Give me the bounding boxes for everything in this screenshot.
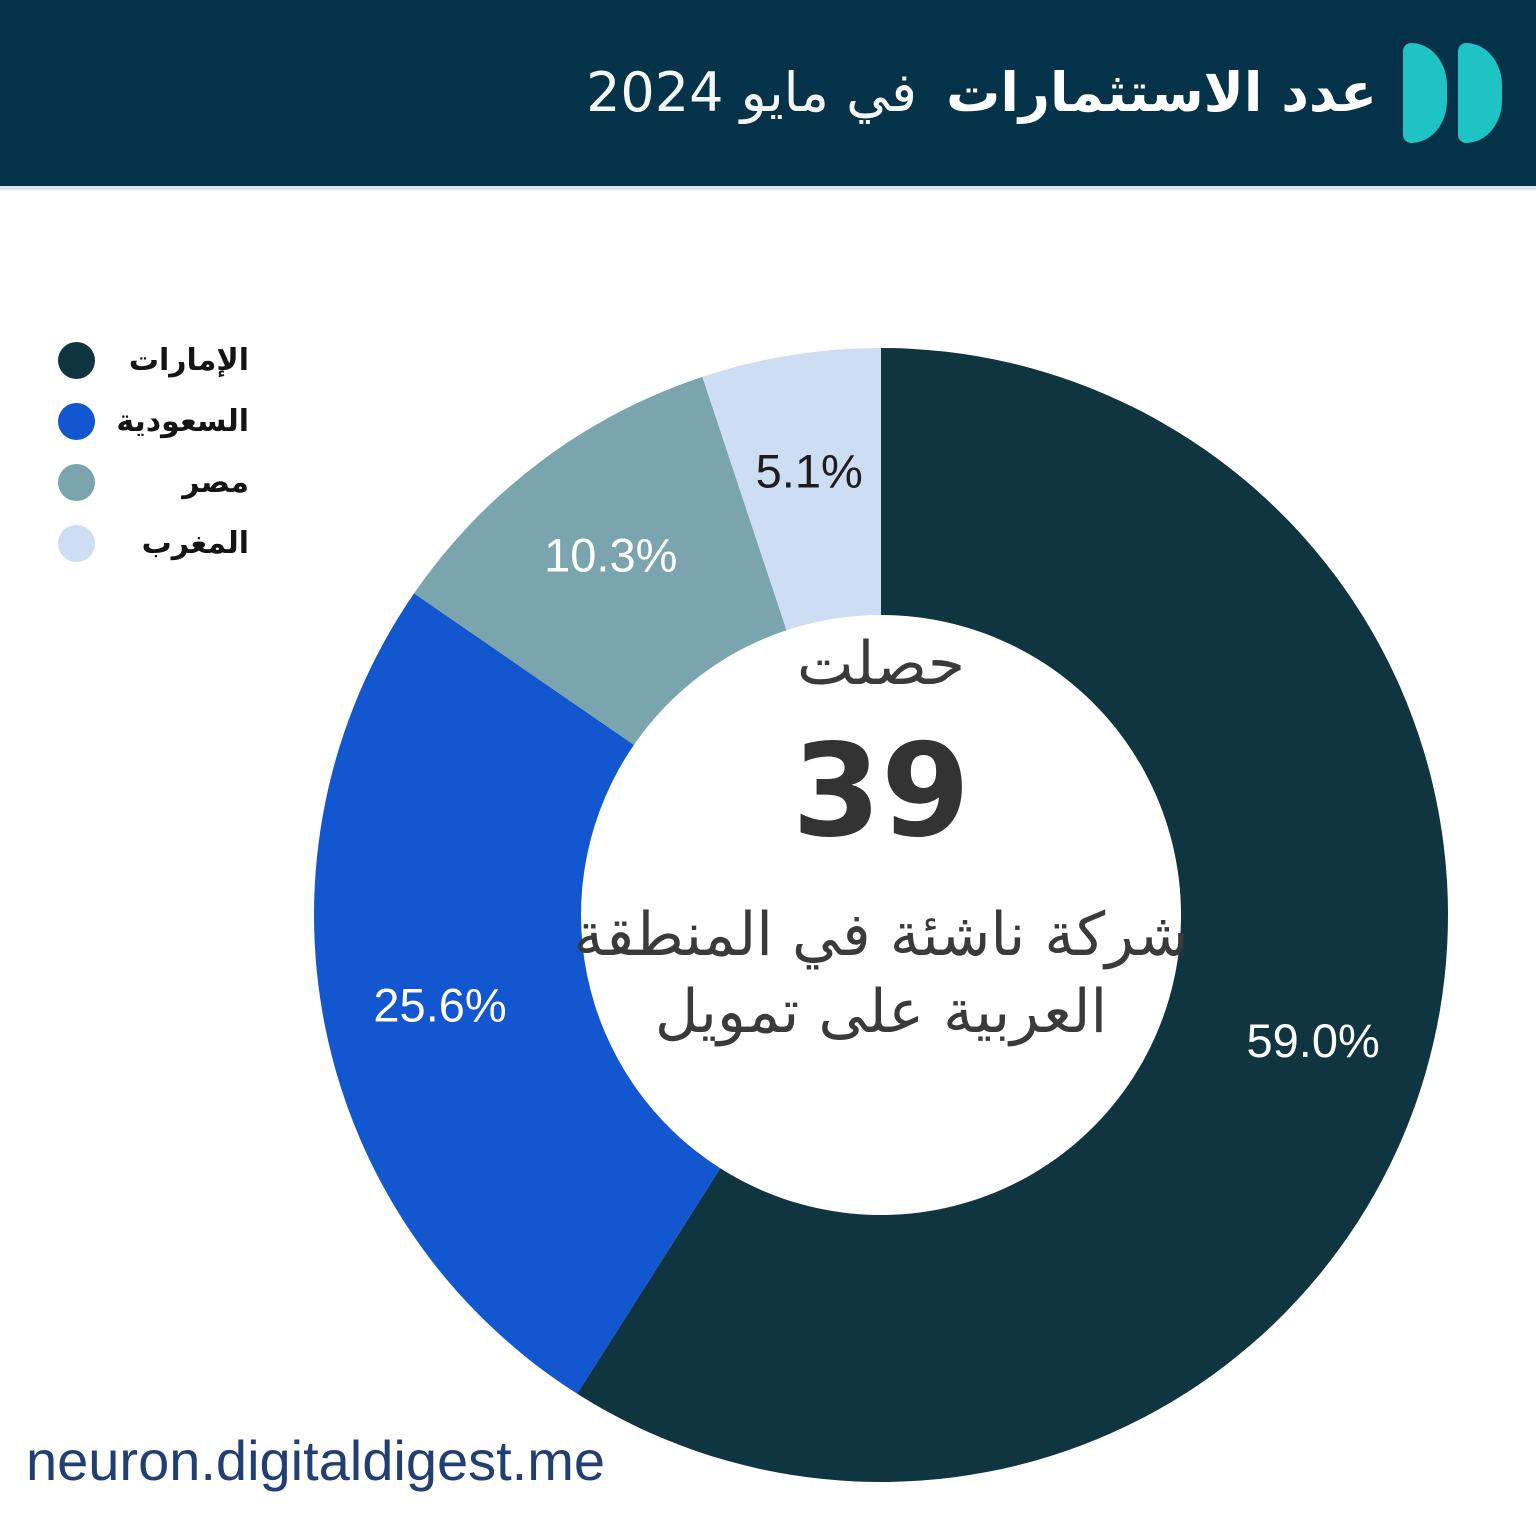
donut-slice xyxy=(314,593,721,1394)
center-description: شركة ناشئة في المنطقة العربية على تمويل xyxy=(573,900,1189,1048)
watermark-url: neuron.digitaldigest.me xyxy=(26,1429,606,1492)
donut-center-text: حصلت 39 شركة ناشئة في المنطقة العربية عل… xyxy=(571,630,1191,1051)
legend-swatch-icon xyxy=(58,525,95,562)
legend-label: الإمارات xyxy=(128,343,249,378)
slice-percent-label: 59.0% xyxy=(1246,1014,1379,1067)
legend-label: السعودية xyxy=(116,404,249,439)
legend-item-saudi: السعودية xyxy=(58,403,249,440)
center-stat-number: 39 xyxy=(791,717,971,866)
page-title-bold: عدد الاستثمارات xyxy=(946,61,1377,124)
legend-label: المغرب xyxy=(141,526,249,561)
legend-item-morocco: المغرب xyxy=(58,525,249,562)
center-intro: حصلت xyxy=(797,629,965,699)
chart-legend: الإمارات السعودية مصر المغرب xyxy=(58,342,249,586)
slice-percent-label: 5.1% xyxy=(756,444,863,497)
donut-slice xyxy=(702,348,881,631)
legend-item-egypt: مصر xyxy=(58,464,249,501)
legend-swatch-icon xyxy=(58,342,95,379)
page-title: عدد الاستثمارات في مايو 2024 xyxy=(586,66,1377,120)
slice-percent-label: 10.3% xyxy=(544,529,677,582)
brand-logo-icon xyxy=(1403,43,1502,143)
header: عدد الاستثمارات في مايو 2024 xyxy=(0,0,1536,190)
donut-slice xyxy=(414,376,787,745)
legend-swatch-icon xyxy=(58,464,95,501)
legend-label: مصر xyxy=(182,465,249,500)
legend-item-uae: الإمارات xyxy=(58,342,249,379)
legend-swatch-icon xyxy=(58,403,95,440)
donut-slice xyxy=(577,348,1449,1482)
page-title-rest: في مايو 2024 xyxy=(586,61,917,124)
slice-percent-label: 25.6% xyxy=(373,978,506,1031)
